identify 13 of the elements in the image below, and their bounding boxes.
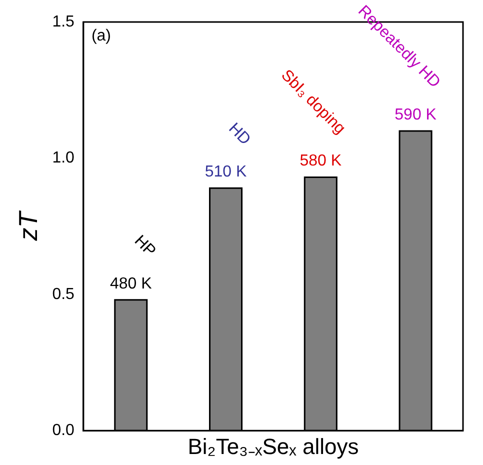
annotation: HP bbox=[130, 232, 159, 260]
y-tick-label: 1.5 bbox=[52, 13, 75, 30]
annotation: 510 K bbox=[204, 164, 248, 181]
annotation: 480 K bbox=[110, 275, 152, 292]
annotation: (a) bbox=[91, 27, 112, 44]
y-tick-label: 1.0 bbox=[52, 150, 75, 167]
annotation: HD bbox=[225, 120, 254, 148]
annotation: 580 K bbox=[300, 152, 342, 170]
annotation: 590 K bbox=[394, 106, 437, 124]
y-axis-title: zT bbox=[12, 210, 43, 242]
y-tick-label: 0.5 bbox=[52, 286, 75, 303]
y-tick-label: 0.0 bbox=[52, 422, 75, 440]
x-axis-title: Bi₂Te₃₋ₓSeₓ alloys bbox=[188, 434, 359, 459]
